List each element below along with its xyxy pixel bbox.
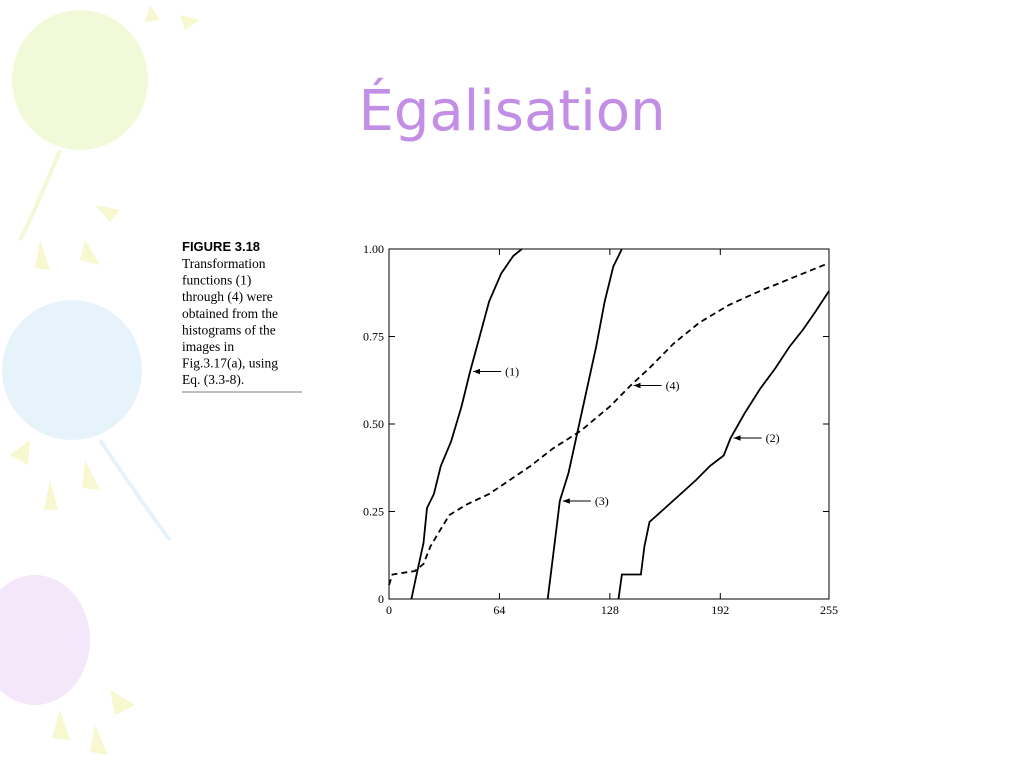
y-tick-label: 0.25 — [363, 505, 384, 519]
series-line — [546, 248, 623, 600]
series-annotation: (1) — [505, 365, 519, 379]
balloon-decoration — [0, 5, 200, 755]
series-line — [388, 262, 830, 586]
caption-line: obtained from the — [182, 306, 278, 321]
x-tick-label: 0 — [386, 603, 392, 617]
x-tick-label: 64 — [493, 603, 505, 617]
x-tick-label: 128 — [601, 603, 619, 617]
caption-line: histograms of the — [182, 322, 276, 337]
slide-title: Égalisation — [358, 79, 665, 144]
series-annotation: (4) — [666, 379, 680, 393]
figure-caption: Transformation functions (1)through (4) w… — [182, 256, 278, 387]
figure-label: FIGURE 3.18 — [182, 239, 260, 254]
series-line — [617, 290, 830, 600]
x-tick-label: 255 — [820, 603, 838, 617]
plot-frame — [388, 248, 830, 600]
caption-line: Fig.3.17(a), using — [182, 356, 278, 371]
caption-line: images in — [182, 339, 234, 354]
caption-line: through (4) were — [182, 289, 273, 304]
y-tick-label: 0 — [378, 592, 384, 606]
y-tick-label: 0.50 — [363, 417, 384, 431]
x-tick-label: 192 — [711, 603, 729, 617]
series-annotation: (3) — [595, 494, 609, 508]
caption-line: Transformation — [182, 256, 266, 271]
caption-line: Eq. (3.3-8). — [182, 372, 244, 387]
series-line — [410, 248, 523, 600]
caption-line: functions (1) — [182, 273, 251, 288]
series-annotation: (2) — [766, 431, 780, 445]
y-tick-label: 0.75 — [363, 330, 384, 344]
y-tick-label: 1.00 — [363, 242, 384, 256]
